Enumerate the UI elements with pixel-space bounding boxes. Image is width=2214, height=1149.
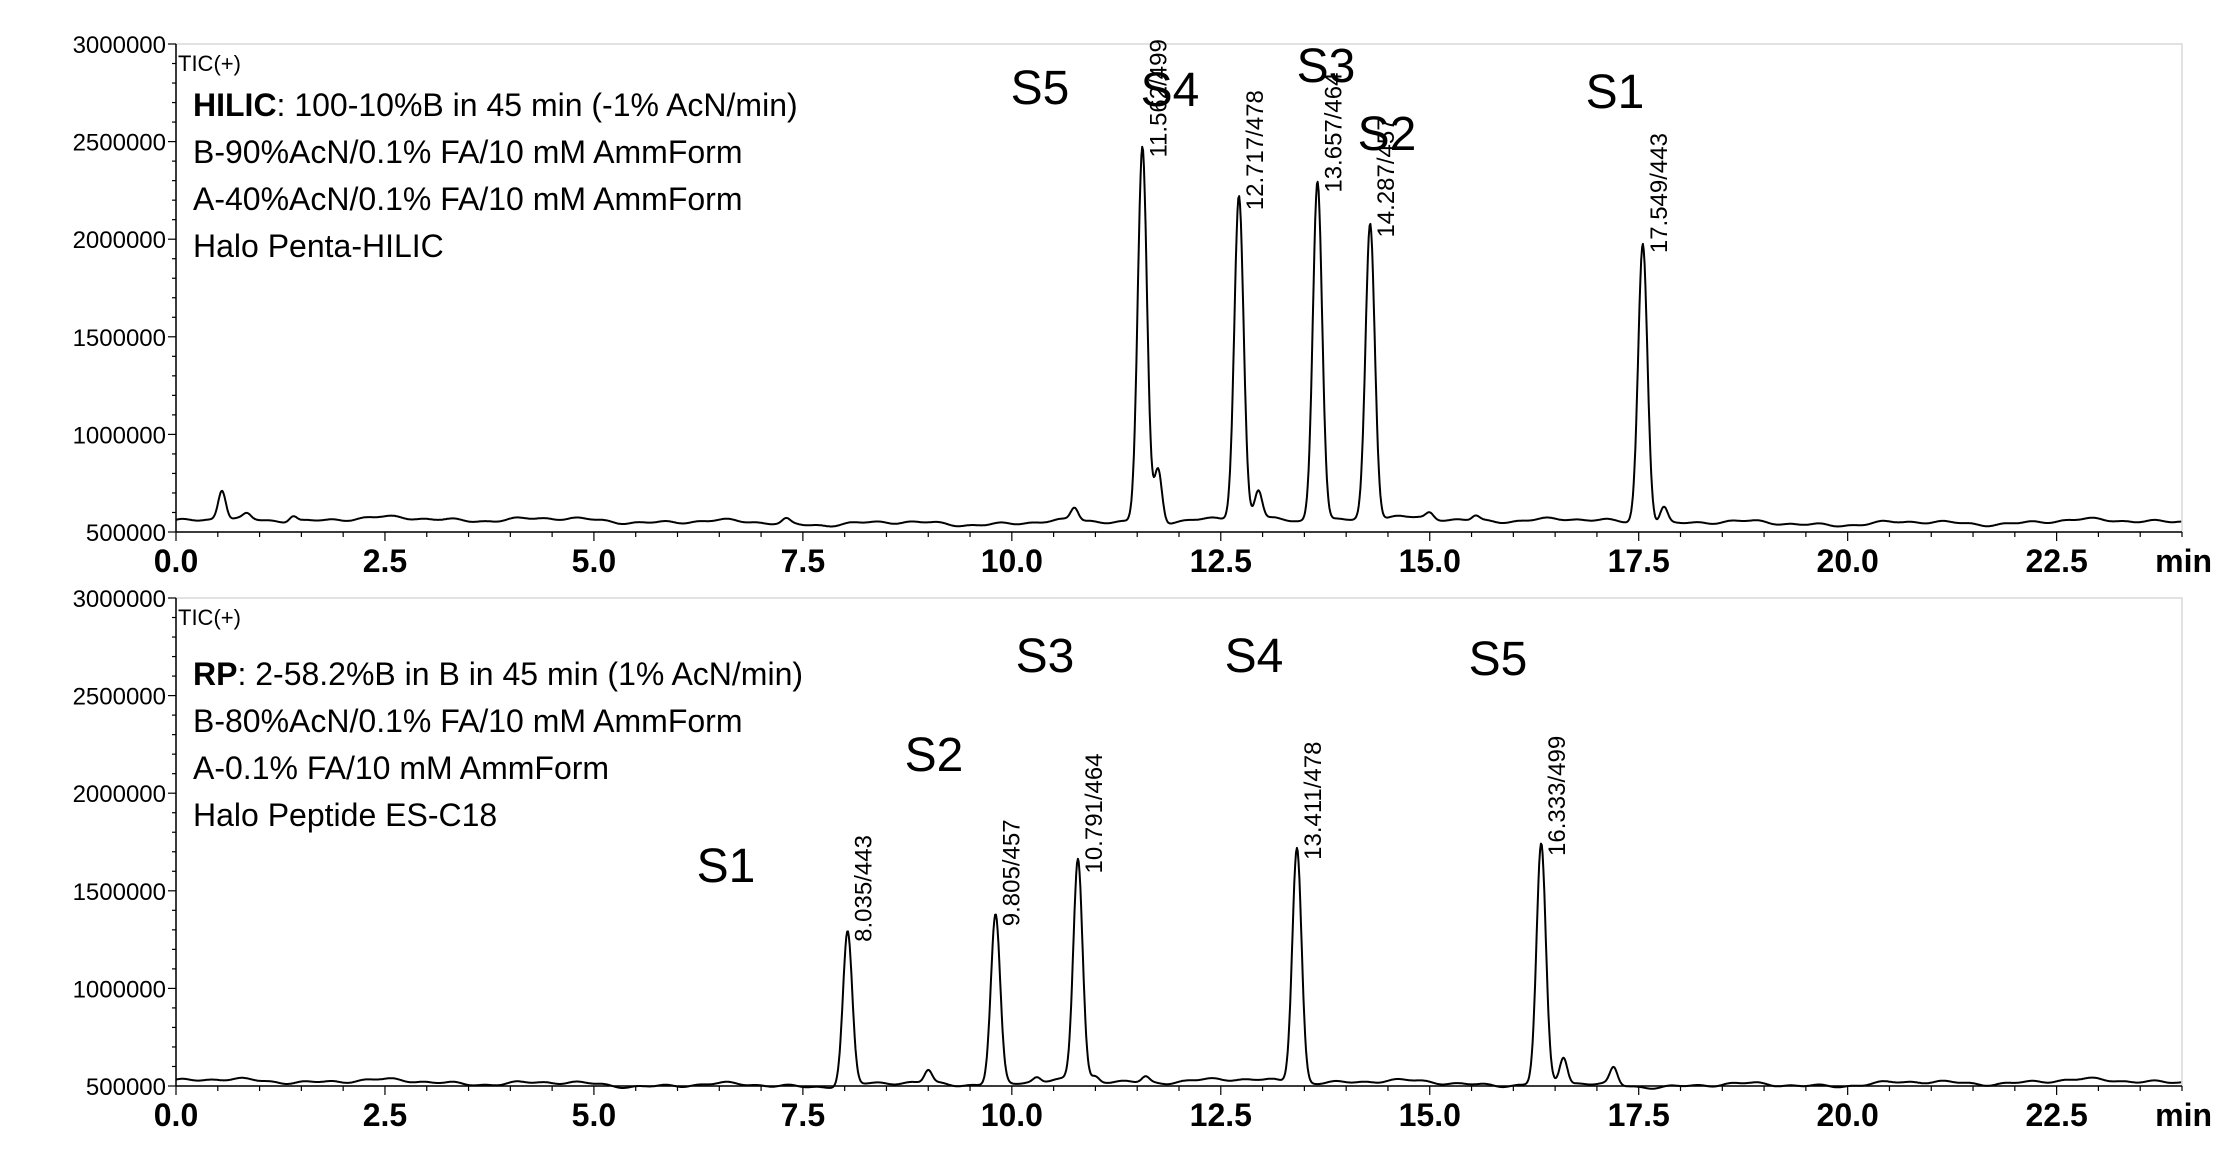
peak-label: 10.791/464 xyxy=(1081,753,1108,873)
x-tick-label: 12.5 xyxy=(1190,1097,1252,1133)
peak-label: 11.562/499 xyxy=(1145,39,1172,157)
peak-label: 13.657/464 xyxy=(1320,73,1347,193)
chromatogram-panel-2: 500000 1000000 1500000 2000000 2500000 300000… xyxy=(73,586,2212,1133)
x-tick-label: 22.5 xyxy=(2025,1097,2087,1133)
y-tick-label: 1000000 xyxy=(73,976,166,1003)
detector-label: TIC(+) xyxy=(178,605,241,630)
method-text: B-90%AcN/0.1% FA/10 mM AmmForm xyxy=(193,134,742,170)
y-tick-label: 2500000 xyxy=(73,684,166,711)
x-tick-label: 5.0 xyxy=(572,543,616,579)
y-tick-label: 1000000 xyxy=(73,422,166,449)
compound-label: S1 xyxy=(697,840,756,893)
tic-trace xyxy=(175,842,2182,1090)
y-tick-label: 3000000 xyxy=(73,586,166,613)
compound-label: S3 xyxy=(1016,630,1075,683)
x-tick-label: 10.0 xyxy=(981,1097,1043,1133)
compound-label: S5 xyxy=(1011,62,1070,115)
method-info-line: HILIC: 100-10%B in 45 min (-1% AcN/min) xyxy=(193,87,798,123)
y-tick-label: 1500000 xyxy=(73,325,166,352)
x-tick-label: 22.5 xyxy=(2025,543,2087,579)
method-text: : 2-58.2%B in B in 45 min (1% AcN/min) xyxy=(237,656,803,692)
y-tick-label: 1500000 xyxy=(73,879,166,906)
x-tick-label: 12.5 xyxy=(1190,543,1252,579)
peak-label: 13.411/478 xyxy=(1300,742,1327,860)
x-tick-label: 17.5 xyxy=(1608,543,1670,579)
detector-label: TIC(+) xyxy=(178,51,241,76)
x-tick-label: 20.0 xyxy=(1817,543,1879,579)
peak-label: 17.549/443 xyxy=(1646,133,1673,253)
method-mode: HILIC xyxy=(193,87,277,123)
method-text: : 100-10%B in 45 min (-1% AcN/min) xyxy=(277,87,798,123)
compound-label: S2 xyxy=(905,729,964,782)
x-tick-label: 7.5 xyxy=(781,1097,825,1133)
x-tick-label: 0.0 xyxy=(154,543,198,579)
peak-label: 16.333/499 xyxy=(1544,736,1571,856)
peak-label: 8.035/443 xyxy=(851,835,878,942)
method-text: A-0.1% FA/10 mM AmmForm xyxy=(193,750,609,786)
compound-label: S2 xyxy=(1358,108,1417,161)
method-info-line: Halo Peptide ES-C18 xyxy=(193,797,497,833)
x-tick-label: 7.5 xyxy=(781,543,825,579)
y-tick-label: 500000 xyxy=(86,1074,166,1101)
tic-trace xyxy=(175,145,2182,528)
x-tick-label: 2.5 xyxy=(363,543,407,579)
x-tick-label: 17.5 xyxy=(1608,1097,1670,1133)
chromatogram-panel-1: 500000 1000000 1500000 2000000 2500000 300000… xyxy=(73,32,2212,579)
compound-label: S4 xyxy=(1225,630,1284,683)
method-info-line: RP: 2-58.2%B in B in 45 min (1% AcN/min) xyxy=(193,656,803,692)
method-info-line: A-0.1% FA/10 mM AmmForm xyxy=(193,750,609,786)
y-tick-label: 2000000 xyxy=(73,227,166,254)
x-tick-label: 20.0 xyxy=(1817,1097,1879,1133)
x-tick-label: 2.5 xyxy=(363,1097,407,1133)
x-unit-label: min xyxy=(2155,1097,2212,1133)
method-text: Halo Penta-HILIC xyxy=(193,228,444,264)
y-tick-label: 2000000 xyxy=(73,781,166,808)
y-tick-label: 3000000 xyxy=(73,32,166,59)
peak-label: 9.805/457 xyxy=(999,819,1026,926)
x-unit-label: min xyxy=(2155,543,2212,579)
x-tick-label: 15.0 xyxy=(1399,543,1461,579)
compound-label: S4 xyxy=(1141,64,1200,117)
x-tick-label: 10.0 xyxy=(981,543,1043,579)
y-tick-label: 2500000 xyxy=(73,130,166,157)
method-text: A-40%AcN/0.1% FA/10 mM AmmForm xyxy=(193,181,742,217)
method-info-line: A-40%AcN/0.1% FA/10 mM AmmForm xyxy=(193,181,742,217)
method-info-line: B-80%AcN/0.1% FA/10 mM AmmForm xyxy=(193,703,742,739)
method-info-line: B-90%AcN/0.1% FA/10 mM AmmForm xyxy=(193,134,742,170)
compound-label: S1 xyxy=(1586,66,1645,119)
x-tick-label: 15.0 xyxy=(1399,1097,1461,1133)
method-mode: RP xyxy=(193,656,237,692)
peak-label: 14.287/457 xyxy=(1373,117,1400,237)
compound-label: S5 xyxy=(1469,633,1528,686)
x-tick-label: 0.0 xyxy=(154,1097,198,1133)
y-tick-label: 500000 xyxy=(86,520,166,547)
x-tick-label: 5.0 xyxy=(572,1097,616,1133)
method-text: Halo Peptide ES-C18 xyxy=(193,797,497,833)
compound-label: S3 xyxy=(1297,40,1356,93)
peak-label: 12.717/478 xyxy=(1242,90,1269,210)
method-info-line: Halo Penta-HILIC xyxy=(193,228,444,264)
method-text: B-80%AcN/0.1% FA/10 mM AmmForm xyxy=(193,703,742,739)
